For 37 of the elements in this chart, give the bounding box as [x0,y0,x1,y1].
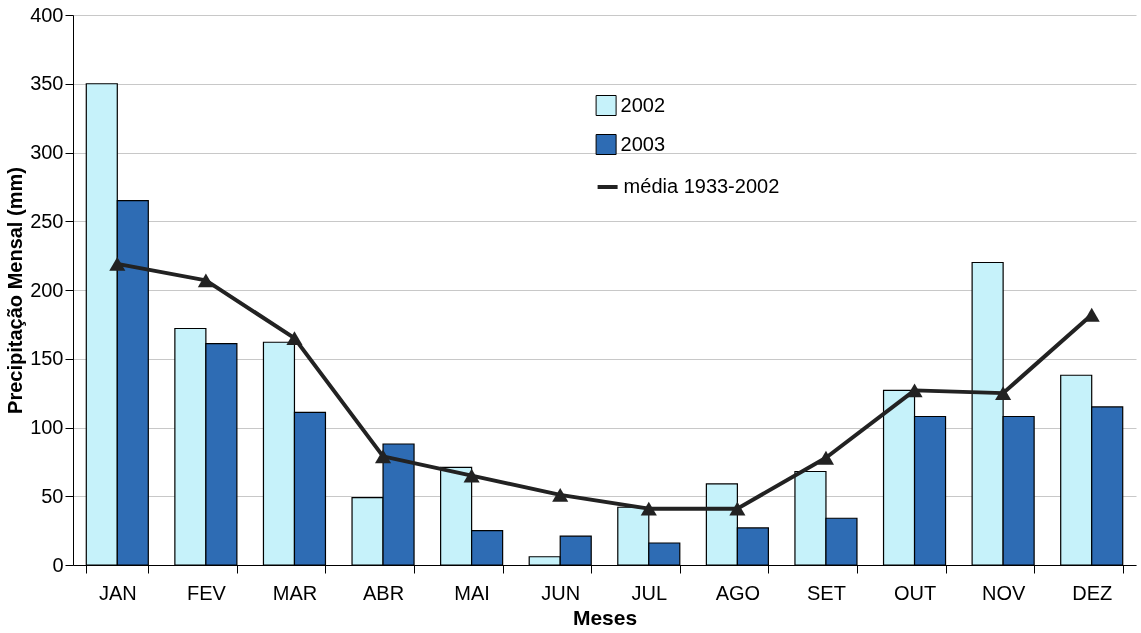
x-tick-label: DEZ [1072,581,1113,604]
x-tick-label: SET [807,581,846,604]
point [995,386,1012,401]
point [197,273,214,288]
y-tick-label: 400 [30,3,64,26]
point [640,501,657,516]
y-tick-label: 200 [30,278,64,301]
x-tick-label: MAR [272,581,318,604]
x-tick-label: AGO [715,581,761,604]
x-tick-label: FEV [186,581,227,604]
y-tick-label: 250 [30,209,64,232]
y-tick-label: 50 [41,484,64,507]
y-tick-label: 100 [30,416,64,438]
x-tick-label: JAN [98,581,137,604]
legend-label: 2003 [620,132,666,155]
y-tick-label: 150 [30,347,64,370]
legend-label: média 1933-2002 [623,175,780,197]
point [109,256,126,271]
x-axis-title: Meses [572,605,638,629]
y-tick-label: 350 [30,72,64,95]
point [906,383,923,398]
point [729,501,746,516]
y-tick-label: 0 [52,553,64,576]
point [552,487,569,502]
point [463,468,480,483]
y-tick-label: 300 [30,141,64,163]
point [374,449,392,464]
x-tick-label: ABR [362,581,405,604]
legend-label: 2002 [620,93,666,116]
x-tick-label: NOV [981,581,1026,604]
x-tick-label: MAI [454,581,490,604]
point [286,331,303,346]
y-axis-title: Precipitação Mensal (mm) [4,167,27,414]
x-tick-label: JUN [541,581,581,604]
point [817,450,835,465]
x-tick-label: OUT [893,581,937,604]
x-tick-label: JUL [631,581,668,604]
